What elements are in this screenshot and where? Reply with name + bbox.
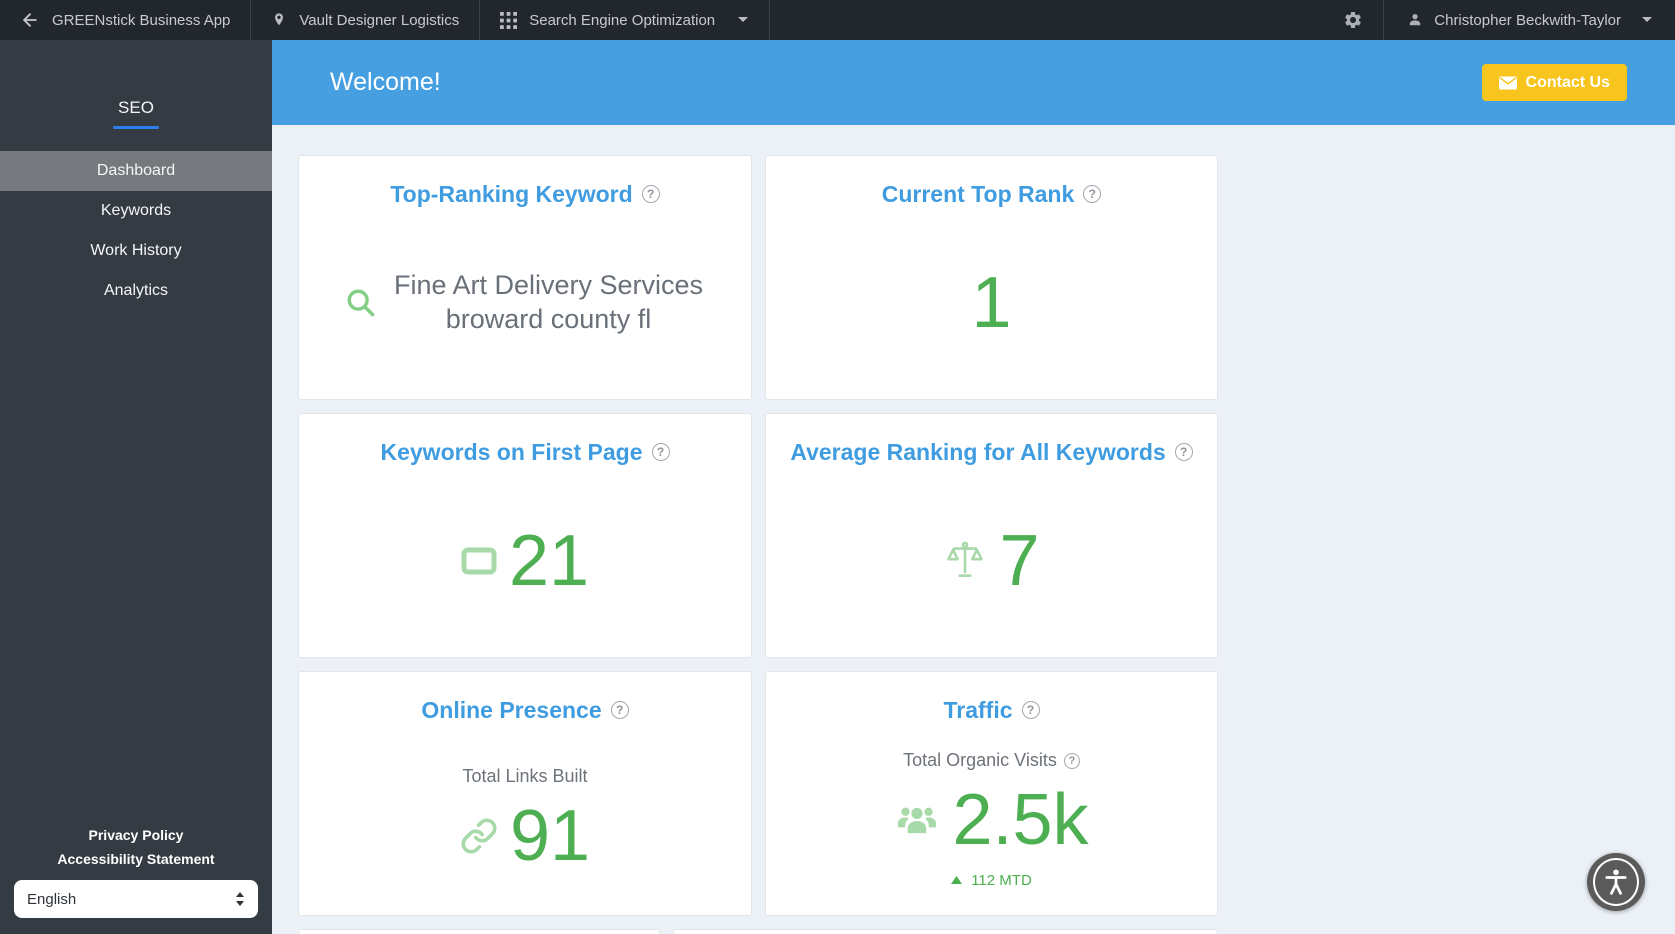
sidebar-item-analytics[interactable]: Analytics [103,282,169,299]
sidebar-menu: Dashboard Keywords Work History Analytic… [0,151,272,311]
location-label: Vault Designer Logistics [299,11,460,29]
accessibility-person-icon [1603,868,1629,896]
card-top-ranking-keyword: Top-Ranking Keyword ? Fine Art Delivery … [298,155,752,400]
top-bar: GREENstick Business App Vault Designer L… [0,0,1675,40]
window-icon [461,547,497,575]
contact-us-button[interactable]: Contact Us [1481,64,1627,101]
main-content: Welcome! Contact Us Top-Ranking Keyword … [272,40,1675,934]
language-select[interactable]: English [14,880,258,918]
total-organic-visits-label: Total Organic Visits [903,749,1057,770]
users-icon [894,800,940,840]
sidebar-item-work-history[interactable]: Work History [90,242,182,259]
sidebar: SEO Dashboard Keywords Work History Anal… [0,40,272,934]
envelope-icon [1498,75,1517,90]
top-ranking-keyword-value: Fine Art Delivery Services broward count… [393,270,704,335]
total-links-built-value: 91 [509,796,591,877]
stats-card-grid: Top-Ranking Keyword ? Fine Art Delivery … [298,155,1218,916]
app-title: GREENstick Business App [52,11,231,29]
help-icon[interactable]: ? [610,701,629,719]
card-traffic: Traffic ? Total Organic Visits ? 2.5k [765,671,1218,916]
card-title: Average Ranking for All Keywords [790,439,1166,465]
help-icon[interactable]: ? [1063,752,1080,769]
help-icon[interactable]: ? [1083,185,1102,203]
partial-card-row [298,929,1675,934]
card-title: Traffic [943,697,1013,723]
contact-us-label: Contact Us [1525,73,1610,91]
average-ranking-value: 7 [999,521,1040,602]
help-icon[interactable]: ? [651,443,670,461]
partial-card [298,929,660,934]
back-navigation[interactable]: GREENstick Business App [0,0,252,40]
privacy-policy-link[interactable]: Privacy Policy [88,827,184,843]
link-icon [460,817,498,855]
keywords-first-page-value: 21 [508,521,590,602]
card-title: Current Top Rank [881,181,1075,207]
accessibility-ring [1593,858,1639,906]
user-name: Christopher Beckwith-Taylor [1434,11,1621,29]
card-title: Top-Ranking Keyword [390,181,633,207]
traffic-delta-label: 112 MTD [971,871,1032,889]
total-links-built-label: Total Links Built [462,766,588,787]
help-icon[interactable]: ? [641,185,660,203]
trend-up-icon [951,876,963,885]
help-icon[interactable]: ? [1174,443,1193,461]
location-pin-icon [271,11,287,29]
card-title: Online Presence [421,697,602,723]
current-top-rank-value: 1 [971,263,1012,344]
section-underline [113,126,159,129]
welcome-title: Welcome! [330,68,441,96]
card-average-ranking: Average Ranking for All Keywords ? 7 [765,413,1218,658]
sidebar-item-keywords[interactable]: Keywords [100,202,172,219]
select-arrows-icon [235,892,245,906]
module-label: Search Engine Optimization [529,11,716,29]
accessibility-statement-link[interactable]: Accessibility Statement [57,851,215,867]
chevron-down-icon [1641,16,1653,24]
partial-card [673,929,1218,934]
chevron-down-icon [737,16,749,24]
settings-button[interactable] [1323,0,1385,40]
welcome-banner: Welcome! Contact Us [272,40,1675,125]
card-keywords-first-page: Keywords on First Page ? 21 [298,413,752,658]
gear-icon[interactable] [1343,10,1363,30]
topbar-spacer [770,0,1323,40]
search-icon [344,286,378,320]
user-menu[interactable]: Christopher Beckwith-Taylor [1384,0,1675,40]
card-online-presence: Online Presence ? Total Links Built 91 [298,671,752,916]
total-organic-visits-value: 2.5k [952,779,1089,860]
card-current-top-rank: Current Top Rank ? 1 [765,155,1218,400]
card-title: Keywords on First Page [380,439,643,465]
location-selector[interactable]: Vault Designer Logistics [251,0,481,40]
module-selector[interactable]: Search Engine Optimization [480,0,771,40]
accessibility-widget-button[interactable] [1587,853,1645,911]
sidebar-section-label: SEO [118,98,154,117]
help-icon[interactable]: ? [1021,701,1040,719]
scales-icon [943,539,987,583]
back-arrow-icon[interactable] [20,10,40,30]
sidebar-footer: Privacy Policy Accessibility Statement E… [0,819,272,934]
sidebar-item-dashboard[interactable]: Dashboard [0,151,272,191]
user-icon [1406,11,1424,29]
apps-grid-icon [500,11,518,29]
language-select-value: English [27,890,77,908]
